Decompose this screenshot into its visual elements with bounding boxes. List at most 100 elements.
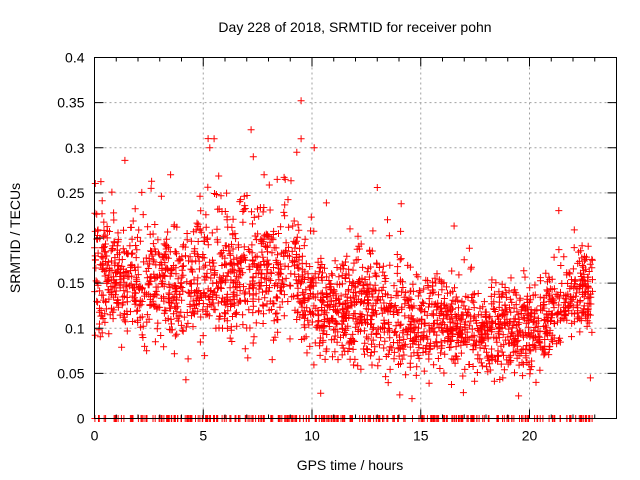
- data-point: [514, 342, 522, 350]
- data-point: [101, 318, 109, 326]
- data-point: [227, 323, 235, 331]
- data-point: [545, 290, 553, 298]
- data-point: [459, 372, 467, 380]
- data-point: [91, 180, 99, 187]
- data-point: [170, 221, 178, 229]
- data-point: [476, 333, 484, 341]
- data-point: [447, 343, 455, 351]
- data-point: [416, 288, 424, 296]
- data-point: [260, 171, 268, 179]
- data-point: [544, 287, 552, 295]
- data-point: [557, 288, 564, 296]
- data-point: [512, 291, 520, 299]
- data-point: [413, 317, 421, 325]
- data-point: [197, 313, 205, 321]
- data-point: [500, 351, 507, 359]
- data-point: [363, 268, 371, 276]
- data-point: [222, 261, 230, 269]
- data-point: [492, 279, 500, 287]
- data-point: [345, 286, 353, 294]
- data-point: [325, 323, 333, 330]
- data-point: [473, 369, 481, 376]
- data-point: [281, 175, 289, 183]
- data-point: [296, 313, 304, 321]
- data-point: [127, 280, 135, 288]
- data-point: [259, 253, 267, 261]
- data-point: [120, 287, 128, 295]
- data-point: [384, 379, 392, 387]
- data-point: [390, 355, 398, 363]
- data-point: [390, 348, 398, 356]
- data-point: [221, 260, 229, 268]
- data-point: [480, 298, 488, 306]
- data-point: [111, 279, 119, 286]
- data-point: [372, 287, 380, 294]
- data-point: [505, 287, 513, 295]
- data-point: [314, 273, 322, 281]
- data-point: [323, 331, 331, 338]
- data-point: [196, 192, 204, 200]
- data-point: [585, 268, 593, 275]
- data-point: [570, 244, 578, 252]
- data-point: [244, 246, 252, 253]
- data-point: [361, 315, 368, 323]
- data-point: [215, 172, 223, 180]
- data-point: [506, 339, 514, 347]
- data-point: [151, 274, 159, 282]
- data-point: [393, 269, 401, 277]
- data-point: [492, 334, 500, 342]
- data-point: [560, 253, 568, 261]
- data-point: [357, 240, 365, 248]
- data-point: [572, 289, 580, 297]
- data-point: [277, 223, 285, 231]
- data-point: [359, 263, 367, 271]
- data-point: [401, 312, 409, 320]
- data-point: [350, 361, 358, 369]
- data-point: [173, 308, 181, 316]
- data-point: [239, 311, 247, 319]
- data-point: [331, 302, 339, 310]
- data-point: [310, 144, 318, 152]
- data-point: [354, 232, 362, 240]
- data-point: [437, 320, 445, 328]
- data-point: [477, 359, 485, 367]
- data-point: [200, 254, 208, 262]
- data-point: [375, 264, 383, 271]
- data-point: [144, 281, 152, 289]
- data-point: [369, 227, 377, 235]
- data-point: [430, 310, 437, 318]
- data-point: [531, 291, 539, 299]
- data-point: [216, 273, 224, 281]
- data-point: [317, 254, 325, 262]
- data-point: [473, 319, 481, 327]
- data-point: [202, 311, 210, 319]
- data-point: [330, 335, 338, 343]
- data-point: [354, 362, 362, 370]
- data-point: [123, 327, 131, 335]
- data-point: [268, 234, 276, 242]
- data-point: [566, 285, 574, 293]
- data-point: [548, 298, 556, 306]
- data-point: [587, 300, 595, 308]
- data-point: [397, 227, 405, 235]
- data-point: [272, 244, 280, 252]
- data-point: [239, 218, 247, 226]
- data-point: [467, 265, 475, 273]
- y-tick-label: 0: [77, 411, 85, 427]
- data-point: [131, 205, 139, 213]
- data-point: [173, 285, 181, 292]
- data-point: [476, 304, 484, 312]
- data-point: [321, 307, 328, 315]
- data-point: [471, 377, 479, 385]
- data-point: [200, 289, 208, 297]
- data-point: [516, 294, 524, 302]
- data-point: [354, 280, 362, 287]
- y-tick-label: 0.15: [57, 275, 84, 291]
- data-point: [250, 333, 258, 341]
- data-point: [307, 283, 315, 291]
- data-point: [584, 299, 592, 307]
- data-point: [499, 374, 507, 382]
- data-point: [459, 389, 467, 397]
- data-point: [249, 257, 257, 265]
